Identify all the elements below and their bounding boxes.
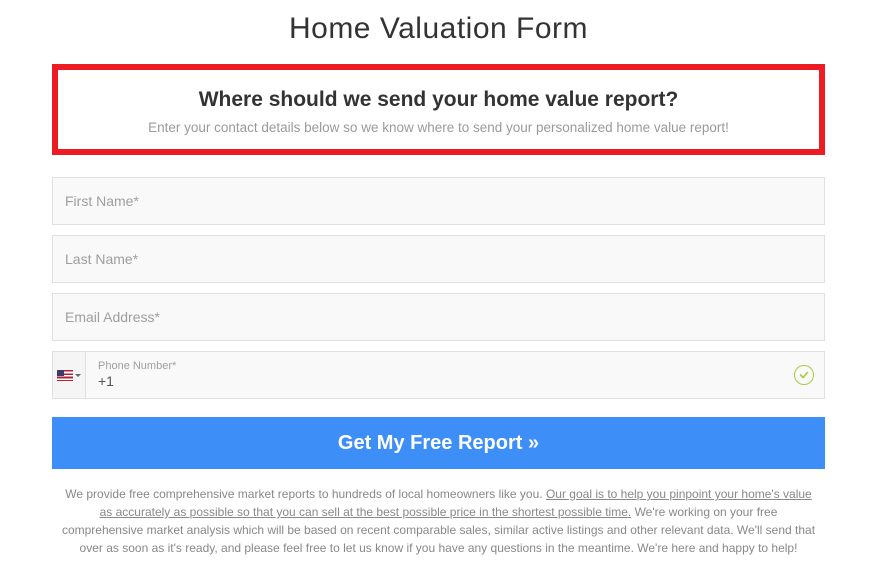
- phone-input[interactable]: [98, 373, 784, 390]
- last-name-input[interactable]: [52, 235, 825, 283]
- first-name-input[interactable]: [52, 177, 825, 225]
- disclaimer-text: We provide free comprehensive market rep…: [52, 485, 825, 557]
- phone-field-row: Phone Number*: [52, 351, 825, 399]
- phone-input-wrap: Phone Number*: [86, 351, 825, 399]
- country-flag-select[interactable]: [52, 351, 86, 399]
- submit-button[interactable]: Get My Free Report »: [52, 417, 825, 469]
- email-input[interactable]: [52, 293, 825, 341]
- form-container: Home Valuation Form Where should we send…: [0, 0, 877, 557]
- page-title: Home Valuation Form: [52, 12, 825, 46]
- phone-label: Phone Number*: [98, 360, 784, 373]
- check-icon: [794, 365, 814, 385]
- disclaimer-part1: We provide free comprehensive market rep…: [65, 487, 546, 501]
- chevron-down-icon: [75, 374, 81, 377]
- header-heading: Where should we send your home value rep…: [68, 88, 809, 112]
- us-flag-icon: [57, 370, 73, 381]
- header-callout-box: Where should we send your home value rep…: [52, 64, 825, 155]
- header-subheading: Enter your contact details below so we k…: [68, 120, 809, 135]
